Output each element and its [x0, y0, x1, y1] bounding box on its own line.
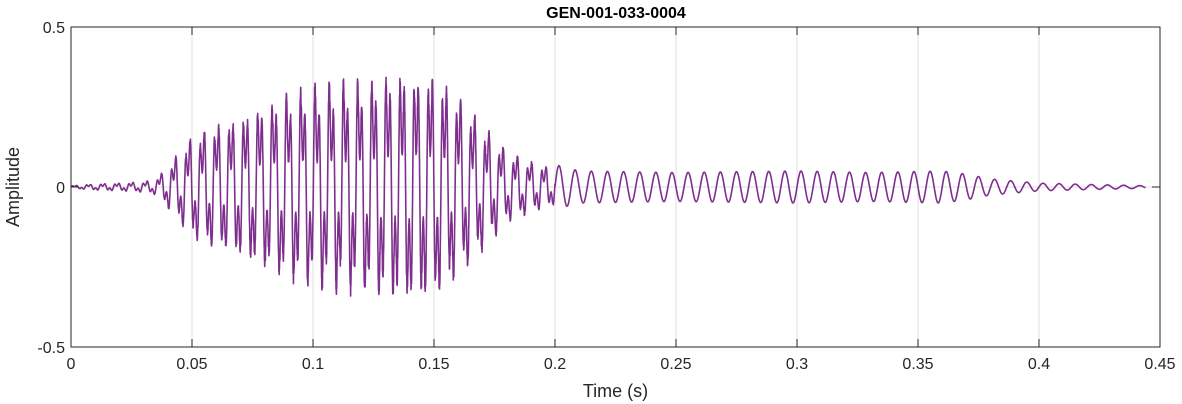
chart-title: GEN-001-033-0004 [546, 5, 686, 22]
x-tick-label: 0.3 [786, 356, 808, 373]
signal-series [70, 76, 1147, 297]
x-tick-label: 0.4 [1028, 356, 1050, 373]
signal-line [70, 76, 1147, 297]
x-tick-label: 0 [67, 356, 76, 373]
y-tick-label: 0 [56, 180, 65, 197]
x-axis-label: Time (s) [583, 381, 648, 401]
x-tick-label: 0.1 [302, 356, 324, 373]
x-tick-label: 0.25 [660, 356, 691, 373]
y-tick-label: -0.5 [37, 340, 65, 357]
x-tick-label: 0.05 [176, 356, 207, 373]
y-axis-label: Amplitude [3, 147, 23, 227]
x-tick-label: 0.15 [418, 356, 449, 373]
x-tick-label: 0.2 [544, 356, 566, 373]
axis-ticks: 0 0.05 0.1 0.15 0.2 0.25 0.3 0.35 0.4 0.45-0.500.… [37, 20, 1175, 373]
x-tick-label: 0.35 [902, 356, 933, 373]
x-tick-label: 0.45 [1144, 356, 1175, 373]
y-tick-label: 0.5 [43, 20, 65, 37]
